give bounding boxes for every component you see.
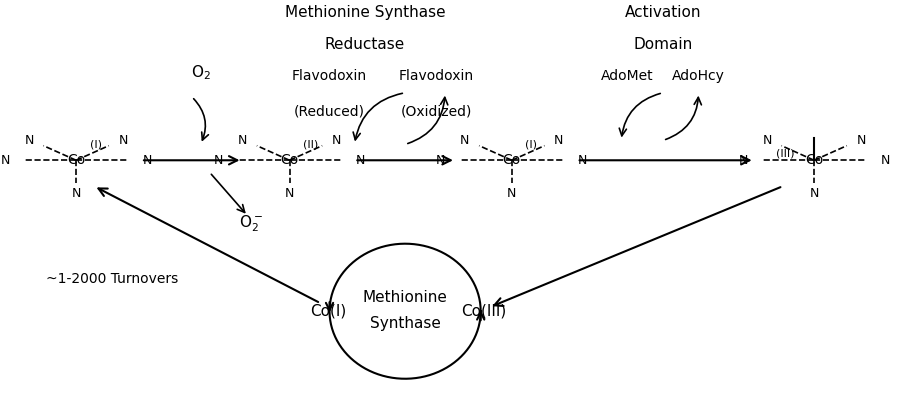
- Text: ~1-2000 Turnovers: ~1-2000 Turnovers: [46, 272, 178, 286]
- Text: N: N: [118, 134, 128, 148]
- Text: (II): (II): [303, 139, 319, 149]
- Text: Co(I): Co(I): [310, 304, 346, 319]
- Text: N: N: [739, 154, 748, 167]
- Text: N: N: [71, 187, 81, 200]
- Text: N: N: [578, 154, 588, 167]
- Text: (I): (I): [90, 139, 102, 149]
- Text: Methionine: Methionine: [363, 290, 447, 305]
- Text: (I): (I): [526, 139, 537, 149]
- Text: N: N: [214, 154, 223, 167]
- Text: Reductase: Reductase: [325, 37, 405, 52]
- Text: Co: Co: [67, 153, 86, 167]
- Text: O$_2^-$: O$_2^-$: [239, 214, 264, 234]
- Text: N: N: [880, 154, 890, 167]
- Text: Methionine Synthase: Methionine Synthase: [284, 5, 446, 20]
- Text: N: N: [24, 134, 34, 148]
- Text: Flavodoxin: Flavodoxin: [292, 69, 367, 83]
- Text: AdoMet: AdoMet: [601, 69, 653, 83]
- Text: N: N: [1, 154, 10, 167]
- Text: N: N: [809, 187, 819, 200]
- Text: N: N: [356, 154, 365, 167]
- Text: N: N: [436, 154, 446, 167]
- Text: (Reduced): (Reduced): [294, 105, 365, 119]
- Text: N: N: [332, 134, 341, 148]
- Text: O$_2$: O$_2$: [191, 64, 211, 82]
- Text: N: N: [554, 134, 563, 148]
- Text: Co(III): Co(III): [461, 304, 506, 319]
- Text: N: N: [460, 134, 470, 148]
- Text: Co: Co: [503, 153, 521, 167]
- Text: Domain: Domain: [634, 37, 693, 52]
- Text: AdoHcy: AdoHcy: [672, 69, 725, 83]
- Text: (Oxidized): (Oxidized): [400, 105, 472, 119]
- Text: Synthase: Synthase: [370, 316, 440, 331]
- Text: Co: Co: [281, 153, 299, 167]
- Text: (III): (III): [777, 148, 795, 158]
- Text: Activation: Activation: [625, 5, 701, 20]
- Text: Co: Co: [805, 153, 824, 167]
- Text: N: N: [142, 154, 152, 167]
- Text: N: N: [857, 134, 866, 148]
- Text: N: N: [762, 134, 772, 148]
- Text: Flavodoxin: Flavodoxin: [399, 69, 473, 83]
- Text: N: N: [507, 187, 517, 200]
- Text: N: N: [238, 134, 248, 148]
- Text: N: N: [284, 187, 294, 200]
